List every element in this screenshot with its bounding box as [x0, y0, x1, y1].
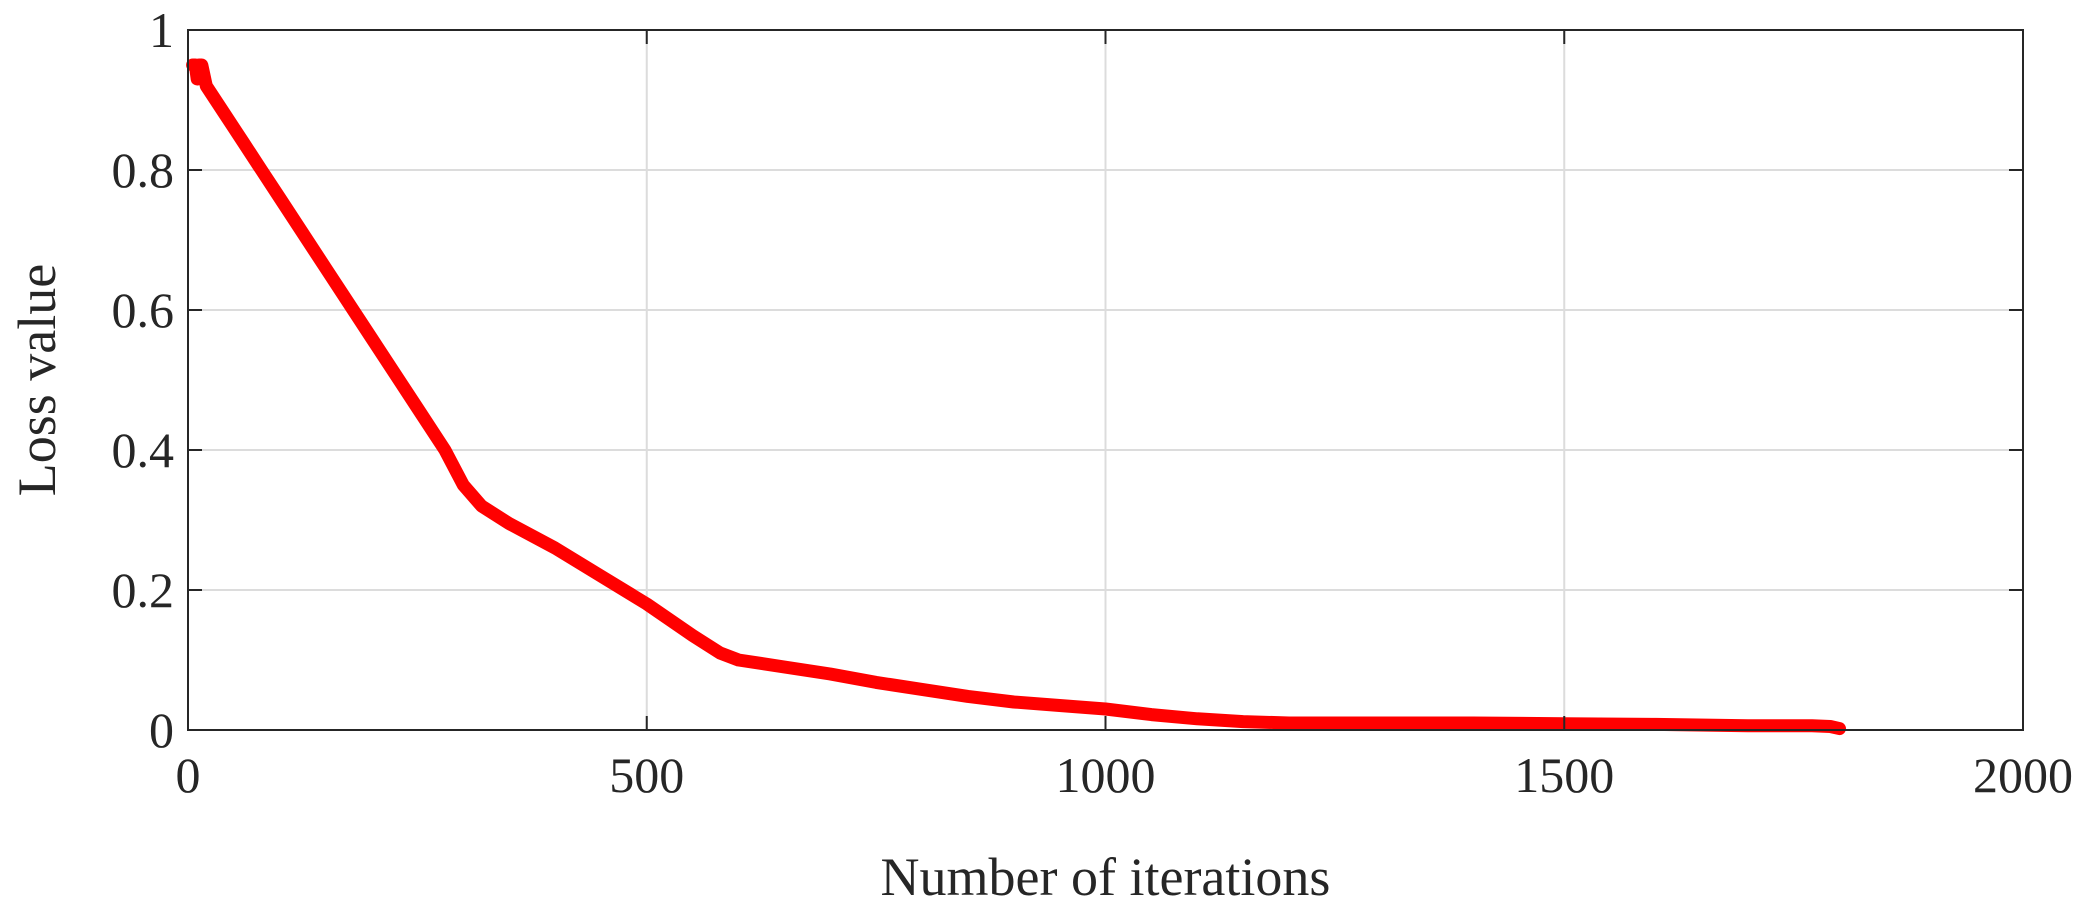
y-tick-label: 1 [149, 2, 174, 58]
x-tick-label: 1500 [1514, 747, 1614, 803]
loss-series-line [186, 58, 1846, 736]
y-tick-label: 0 [149, 702, 174, 758]
y-tick-label: 0.8 [112, 142, 175, 198]
y-tick-label: 0.6 [112, 282, 175, 338]
x-tick-label: 2000 [1973, 747, 2073, 803]
x-tick-label: 500 [609, 747, 684, 803]
grid [188, 30, 2023, 730]
x-axis-label: Number of iterations [881, 847, 1331, 907]
y-axis-label: Loss value [7, 264, 67, 496]
series-layer [186, 58, 1846, 736]
y-tick-label: 0.2 [112, 562, 175, 618]
y-tick-label: 0.4 [112, 422, 175, 478]
x-tick-label: 1000 [1056, 747, 1156, 803]
ticks: 0 500 1000 1500 2000 0 0.2 0.4 0.6 0.8 1 [112, 2, 2074, 803]
x-tick-label: 0 [176, 747, 201, 803]
